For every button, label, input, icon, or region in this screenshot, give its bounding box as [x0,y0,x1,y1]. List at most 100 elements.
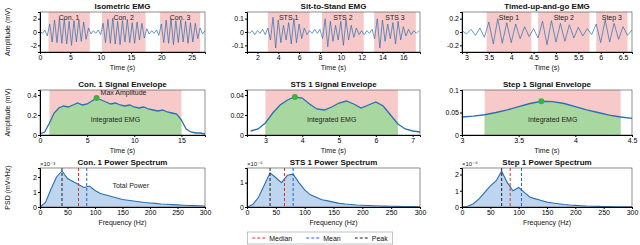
region-label: Step 1 [499,14,519,22]
spectrum-line [40,171,205,207]
x-tick-label: 5 [554,54,558,61]
y-tick: -2 [31,42,40,49]
x-tick: 250 [386,207,398,216]
y-tick-label: 0 [455,132,459,139]
x-tick-label: 25 [188,54,196,61]
x-axis-title: Time (s) [534,147,559,155]
x-tick-label: 100 [513,209,525,216]
median-line [510,168,511,207]
x-axis-title: Time (s) [534,64,559,72]
x-tick: 200 [145,207,157,216]
y-tick-label: 0 [240,132,244,139]
spectrum-line [462,171,632,207]
region [49,90,181,135]
x-axis-title: Time (s) [321,147,346,155]
legend-swatch [252,238,266,239]
y-multiplier: ×10⁻⁶ [462,161,478,167]
panel-title: Sit-to-Stand EMG [301,2,367,11]
x-tick: 100 [299,207,311,216]
x-tick: 50 [64,207,72,216]
y-axis: 012 [33,169,40,211]
y-tick-mark [460,207,462,208]
y-tick-mark [460,191,462,192]
legend-label: Median [269,235,292,242]
x-tick-label: 4.5 [628,137,638,144]
y-tick-mark [38,177,40,178]
x-tick: 250 [172,207,184,216]
region-label: STS 1 [279,14,299,21]
y-tick: 0 [455,132,462,139]
y-tick-label: -2 [31,42,37,49]
x-axis-title: Time (s) [110,64,135,72]
panel: ×10⁻⁶050100150200250300012Step 1 Power S… [455,158,638,227]
signal-line [462,19,632,45]
x-axis: 050100150200250300 [246,207,427,216]
y-tick-label: 0 [455,29,459,36]
x-tick: 4 [277,52,281,61]
plot-frame [247,90,420,135]
y-tick-mark [460,113,462,114]
y-tick-mark [460,90,462,91]
x-tick: 7 [411,135,415,144]
y-tick-mark [38,19,40,20]
region [322,12,364,52]
y-axis-line [38,91,41,136]
x-tick-label: 250 [598,209,610,216]
x-axis-line [41,53,206,55]
x-tick-label: 4 [510,54,514,61]
fill-label: Total Power [112,182,149,189]
plot-area [40,90,205,135]
x-tick-label: 50 [64,209,72,216]
y-tick-mark [38,207,40,208]
power-area [462,171,632,207]
panel: Total Power×10⁻³050100150200250300012Con… [4,158,211,227]
y-tick-mark [38,32,40,33]
x-tick: 16 [400,52,408,61]
y-tick-mark [245,32,247,33]
panel-title: Step 1 Signal Envelope [503,80,592,89]
x-axis-line [463,136,633,138]
x-tick-label: 2 [256,54,260,61]
power-area [247,173,420,207]
x-tick: 3 [264,135,268,144]
x-tick: 15 [128,52,136,61]
y-axis: 00.20.4 [27,91,40,139]
plot-area [462,90,632,135]
y-tick: 1 [455,187,462,194]
x-tick-label: 0 [461,209,465,216]
x-tick: 6.5 [619,52,629,61]
x-axis: 34567 [248,135,421,144]
y-tick: 0.02 [230,112,247,119]
spectrum-line [247,173,420,207]
x-tick-label: 6 [599,54,603,61]
x-tick-label: 10 [337,54,345,61]
x-tick-label: 150 [117,209,129,216]
y-axis-title: PSD (mV²/Hz) [4,165,12,209]
y-tick-mark [245,135,247,136]
envelope-line [40,98,205,134]
region-label: Step 2 [554,14,574,22]
y-tick-mark [38,95,40,96]
y-axis: 01 [240,169,247,211]
x-tick: 250 [598,207,610,216]
integrated-area [485,101,621,135]
panel-title: Isometric EMG [94,2,150,11]
y-tick-label: 2 [33,15,37,22]
mean-line [86,168,87,207]
x-tick: 5 [86,135,90,144]
y-tick: 0 [33,29,40,36]
x-axis: 050100150200250300 [461,207,639,216]
region-label: Step 3 [602,14,622,22]
x-tick: 10 [131,135,139,144]
x-tick: 300 [627,207,639,216]
x-tick-label: 100 [90,209,102,216]
x-tick: 150 [542,207,554,216]
x-tick: 300 [415,207,427,216]
x-tick-label: 0 [39,54,43,61]
x-tick-label: 4 [301,137,305,144]
x-tick: 6 [374,135,378,144]
mean-line [293,168,294,207]
legend-label: Mean [323,235,341,242]
y-axis-line [245,13,248,53]
x-tick: 3 [465,52,469,61]
